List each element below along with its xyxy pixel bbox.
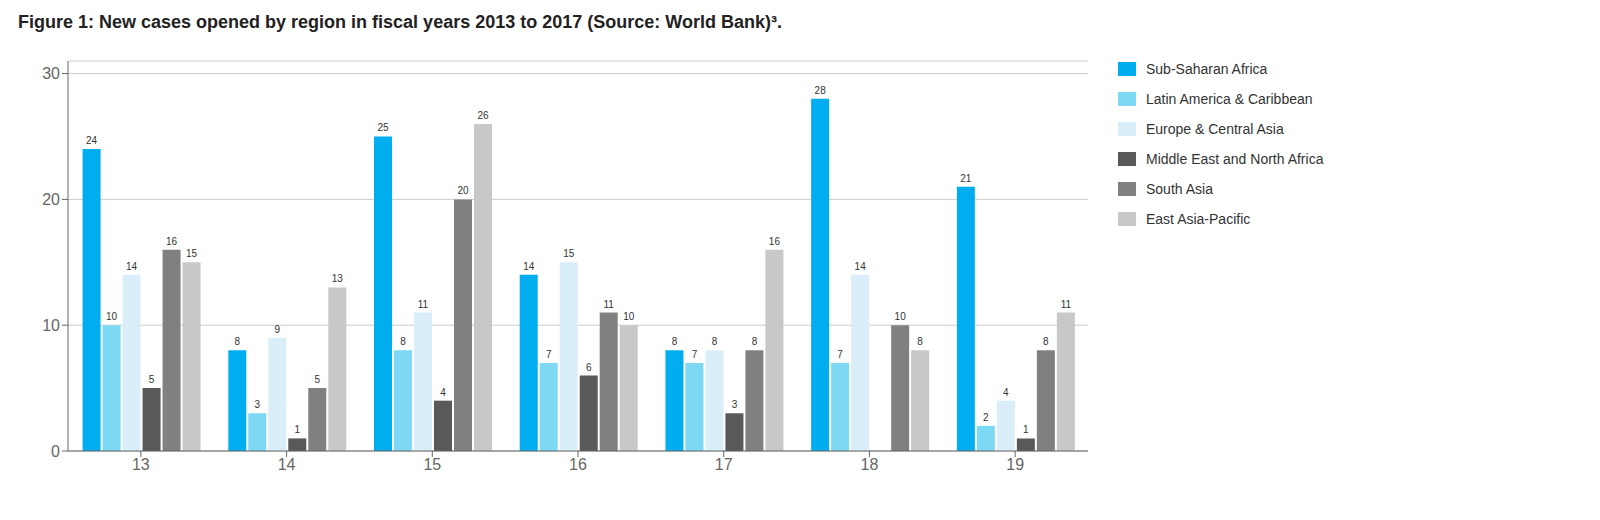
- svg-text:7: 7: [546, 349, 552, 360]
- svg-text:8: 8: [400, 336, 406, 347]
- svg-text:8: 8: [752, 336, 758, 347]
- svg-text:8: 8: [1043, 336, 1049, 347]
- svg-text:8: 8: [672, 336, 678, 347]
- svg-text:9: 9: [275, 324, 281, 335]
- svg-text:0: 0: [51, 443, 60, 460]
- svg-text:15: 15: [423, 456, 441, 473]
- svg-text:11: 11: [1061, 299, 1072, 310]
- svg-text:3: 3: [255, 399, 261, 410]
- svg-text:8: 8: [235, 336, 241, 347]
- svg-text:11: 11: [418, 299, 429, 310]
- svg-text:14: 14: [855, 261, 867, 272]
- svg-text:4: 4: [1003, 387, 1009, 398]
- html-text:Middle East and North Africa: Middle East and North Africa: [1146, 151, 1324, 167]
- svg-text:18: 18: [861, 456, 879, 473]
- svg-text:16: 16: [166, 236, 178, 247]
- html-text:Europe & Central Asia: Europe & Central Asia: [1146, 121, 1284, 137]
- svg-text:11: 11: [604, 299, 615, 310]
- svg-text:16: 16: [769, 236, 781, 247]
- html-text:East Asia-Pacific: East Asia-Pacific: [1146, 211, 1251, 227]
- svg-text:16: 16: [569, 456, 587, 473]
- svg-text:7: 7: [837, 349, 843, 360]
- html-text:Sub-Saharan Africa: Sub-Saharan Africa: [1146, 61, 1268, 77]
- svg-text:6: 6: [586, 362, 592, 373]
- svg-text:20: 20: [457, 185, 469, 196]
- svg-text:2: 2: [983, 412, 989, 423]
- svg-text:14: 14: [126, 261, 138, 272]
- svg-text:14: 14: [523, 261, 535, 272]
- svg-text:7: 7: [692, 349, 698, 360]
- svg-text:8: 8: [712, 336, 718, 347]
- svg-text:25: 25: [377, 122, 389, 133]
- svg-text:24: 24: [86, 135, 98, 146]
- svg-text:15: 15: [563, 248, 575, 259]
- html-text:South Asia: South Asia: [1146, 181, 1213, 197]
- svg-text:3: 3: [732, 399, 738, 410]
- svg-text:1: 1: [295, 424, 301, 435]
- svg-text:1: 1: [1023, 424, 1029, 435]
- svg-text:10: 10: [895, 311, 907, 322]
- html-text:Latin America & Caribbean: Latin America & Caribbean: [1146, 91, 1313, 107]
- html-text:Figure 1: New cases opened by: Figure 1: New cases opened by region in …: [18, 12, 782, 32]
- svg-text:28: 28: [815, 85, 827, 96]
- svg-text:10: 10: [106, 311, 118, 322]
- svg-text:26: 26: [477, 110, 489, 121]
- svg-text:30: 30: [42, 65, 60, 82]
- svg-text:19: 19: [1006, 456, 1024, 473]
- svg-text:15: 15: [186, 248, 198, 259]
- svg-text:8: 8: [917, 336, 923, 347]
- svg-text:20: 20: [42, 191, 60, 208]
- svg-text:10: 10: [623, 311, 635, 322]
- svg-text:4: 4: [440, 387, 446, 398]
- svg-text:10: 10: [42, 317, 60, 334]
- svg-text:14: 14: [278, 456, 296, 473]
- svg-text:21: 21: [960, 173, 972, 184]
- svg-text:13: 13: [332, 273, 344, 284]
- svg-text:17: 17: [715, 456, 733, 473]
- svg-text:5: 5: [315, 374, 321, 385]
- svg-text:13: 13: [132, 456, 150, 473]
- svg-text:5: 5: [149, 374, 155, 385]
